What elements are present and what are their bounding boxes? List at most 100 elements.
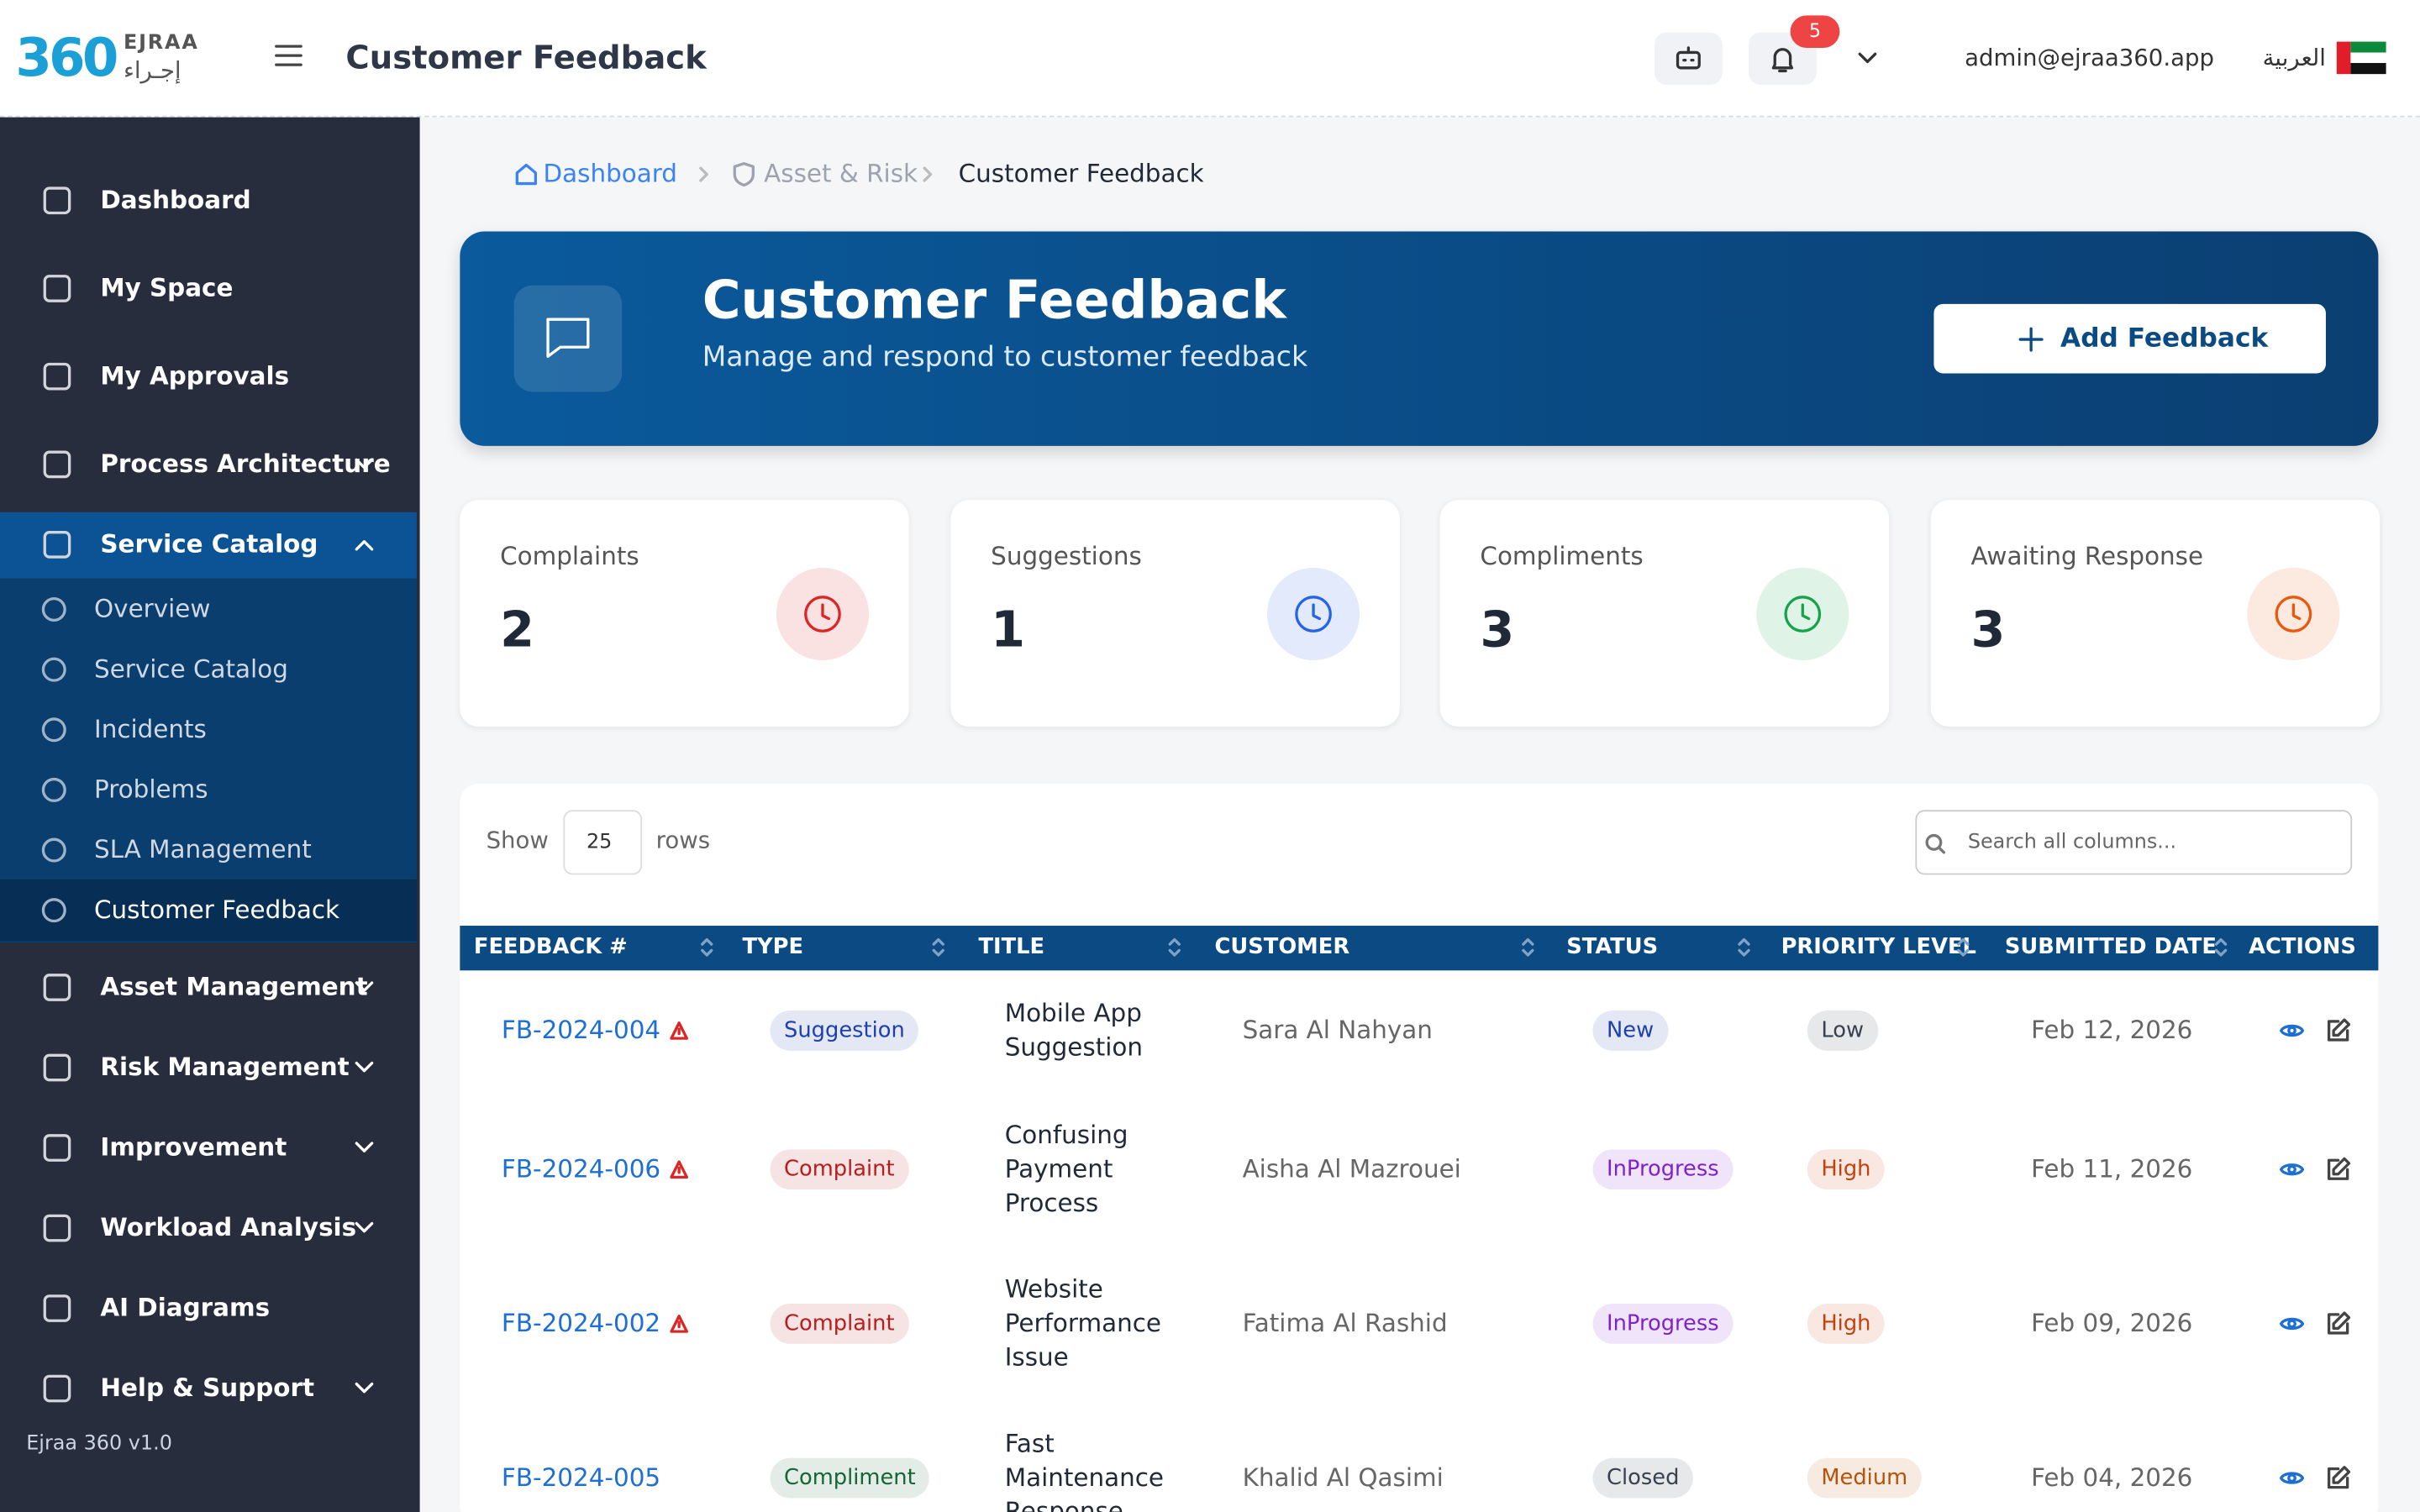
sort-icon[interactable]	[1520, 935, 1535, 959]
nav-item[interactable]: Asset Management	[100, 972, 368, 1002]
nav-chevron[interactable]	[352, 1055, 376, 1079]
sub-nav-icon[interactable]	[40, 776, 68, 804]
edit-button[interactable]	[2326, 1157, 2351, 1182]
breadcrumb-item[interactable]: Dashboard	[543, 159, 677, 189]
nav-chevron[interactable]	[352, 1215, 376, 1240]
nav-icon[interactable]	[42, 1293, 73, 1324]
view-button[interactable]	[2280, 1311, 2305, 1336]
sub-nav-item[interactable]: Service Catalog	[94, 654, 288, 684]
logo-arabic: إجـراء	[123, 56, 182, 85]
submitted-date: Feb 12, 2026	[2031, 1015, 2193, 1045]
view-button[interactable]	[2280, 1158, 2305, 1182]
view-button[interactable]	[2280, 1466, 2305, 1490]
sub-nav-item[interactable]: SLA Management	[94, 834, 312, 864]
sub-nav-icon[interactable]	[40, 716, 68, 743]
edit-button[interactable]	[2326, 1311, 2351, 1336]
sort-icon[interactable]	[2213, 935, 2228, 959]
add-feedback-label[interactable]: Add Feedback	[2060, 323, 2269, 354]
stat-label: Compliments	[1480, 541, 1644, 571]
nav-item[interactable]: Dashboard	[100, 185, 251, 215]
nav-item[interactable]: AI Diagrams	[100, 1293, 271, 1323]
assistant-button[interactable]	[1654, 32, 1723, 86]
rows-per-page[interactable]: 25	[586, 831, 613, 854]
language-switch[interactable]: العربية	[2262, 44, 2326, 72]
feedback-id[interactable]: FB-2024-005	[501, 1462, 661, 1493]
column-header[interactable]: FEEDBACK #	[473, 935, 628, 960]
nav-item[interactable]: Process Architecture	[100, 449, 391, 479]
active-nav-bg	[0, 879, 417, 942]
column-header[interactable]: SUBMITTED DATE	[2004, 935, 2217, 960]
user-email[interactable]: admin@ejraa360.app	[1965, 44, 2214, 72]
sub-nav-item[interactable]: Customer Feedback	[94, 895, 340, 925]
search-input[interactable]: Search all columns...	[1915, 810, 2353, 875]
flag-icon	[670, 1160, 688, 1179]
flag-icon	[670, 1315, 688, 1333]
sort-icon[interactable]	[1736, 935, 1751, 959]
column-header[interactable]: STATUS	[1566, 935, 1659, 960]
sort-icon[interactable]	[1955, 935, 1970, 959]
sub-nav-icon[interactable]	[40, 896, 68, 924]
nav-icon[interactable]	[42, 529, 73, 560]
edit-button[interactable]	[2326, 1466, 2351, 1490]
nav-item[interactable]: Help & Support	[100, 1373, 315, 1403]
view-button[interactable]	[2280, 1018, 2305, 1042]
feedback-id[interactable]: FB-2024-006	[501, 1153, 661, 1184]
nav-chevron[interactable]	[352, 1376, 376, 1400]
sub-nav-icon[interactable]	[40, 837, 68, 864]
stat-card: Compliments 3	[1439, 500, 1890, 727]
nav-icon[interactable]	[42, 1053, 73, 1084]
nav-item[interactable]: Service Catalog	[100, 528, 318, 559]
nav-chevron[interactable]	[352, 1136, 376, 1160]
nav-item[interactable]: My Approvals	[100, 360, 290, 391]
stat-icon-circle	[2247, 567, 2340, 661]
status-pill: InProgress	[1592, 1149, 1733, 1190]
bell-icon	[1771, 48, 1794, 73]
stat-card: Awaiting Response 3	[1930, 500, 2381, 727]
nav-icon[interactable]	[42, 1132, 73, 1163]
user-menu-chevron[interactable]	[1855, 46, 1880, 71]
submitted-date: Feb 04, 2026	[2031, 1462, 2193, 1493]
sub-nav-item[interactable]: Incidents	[94, 714, 207, 744]
nav-chevron[interactable]	[352, 975, 376, 1000]
stat-icon-circle	[1266, 567, 1360, 661]
banner-title: Customer Feedback	[702, 270, 1286, 332]
nav-chevron[interactable]	[352, 533, 376, 557]
table-header	[460, 926, 2379, 971]
column-header[interactable]: TYPE	[742, 935, 804, 960]
menu-button[interactable]	[275, 43, 302, 67]
column-header[interactable]: PRIORITY LEVEL	[1781, 935, 1976, 960]
sub-nav-item[interactable]: Overview	[94, 594, 211, 624]
nav-icon[interactable]	[42, 972, 73, 1003]
feedback-id[interactable]: FB-2024-002	[501, 1308, 661, 1338]
nav-icon[interactable]	[42, 361, 73, 392]
edit-button[interactable]	[2326, 1018, 2351, 1042]
plus-icon[interactable]	[2018, 326, 2045, 354]
flag-icon	[670, 1021, 688, 1040]
title: Mobile App Suggestion	[1004, 998, 1143, 1062]
nav-icon[interactable]	[42, 1213, 73, 1244]
sort-icon[interactable]	[931, 935, 946, 959]
nav-item[interactable]: Risk Management	[100, 1052, 350, 1082]
feedback-id[interactable]: FB-2024-004	[501, 1015, 661, 1045]
sub-nav-icon[interactable]	[40, 596, 68, 623]
add-feedback-button[interactable]: Add Feedback	[1933, 303, 2326, 374]
sort-icon[interactable]	[699, 935, 714, 959]
nav-chevron[interactable]	[352, 452, 376, 476]
stat-card: Complaints 2	[460, 500, 909, 727]
column-header[interactable]: TITLE	[978, 935, 1045, 960]
breadcrumb-item[interactable]: Asset & Risk	[764, 159, 918, 189]
search-placeholder[interactable]: Search all columns...	[1967, 831, 2177, 854]
column-header[interactable]: CUSTOMER	[1214, 935, 1350, 960]
nav-icon[interactable]	[42, 185, 73, 216]
sort-icon[interactable]	[1167, 935, 1182, 959]
rows-select[interactable]: 25	[563, 810, 643, 875]
nav-item[interactable]: Improvement	[100, 1132, 287, 1163]
nav-item[interactable]: My Space	[100, 273, 234, 302]
nav-item[interactable]: Workload Analysis	[100, 1212, 357, 1242]
nav-icon[interactable]	[42, 1373, 73, 1404]
sub-nav-icon[interactable]	[40, 656, 68, 684]
nav-icon[interactable]	[42, 273, 73, 304]
nav-icon[interactable]	[42, 449, 73, 480]
sub-nav-item[interactable]: Problems	[94, 774, 208, 804]
